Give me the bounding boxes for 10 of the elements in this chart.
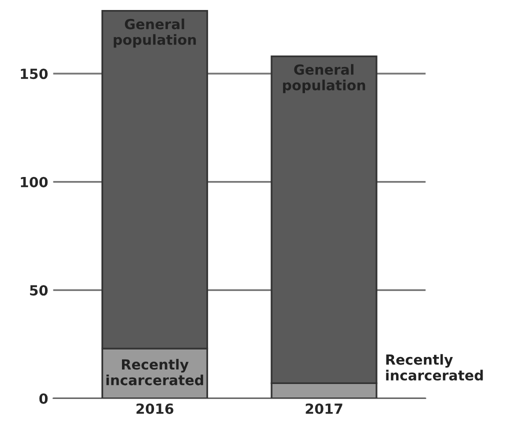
y-tick-label: 0 (39, 393, 48, 404)
y-tick-label: 100 (20, 176, 48, 188)
y-tick-label: 150 (20, 68, 48, 80)
series-label: General population (283, 64, 366, 94)
y-tick-label: 50 (30, 285, 48, 296)
text: General population (114, 18, 196, 48)
x-tick-label: 2017 (306, 403, 342, 414)
text: Recently incarcerated (386, 354, 483, 381)
series-label: Recently incarcerated (106, 358, 204, 386)
x-tick-label: 2016 (136, 403, 174, 414)
